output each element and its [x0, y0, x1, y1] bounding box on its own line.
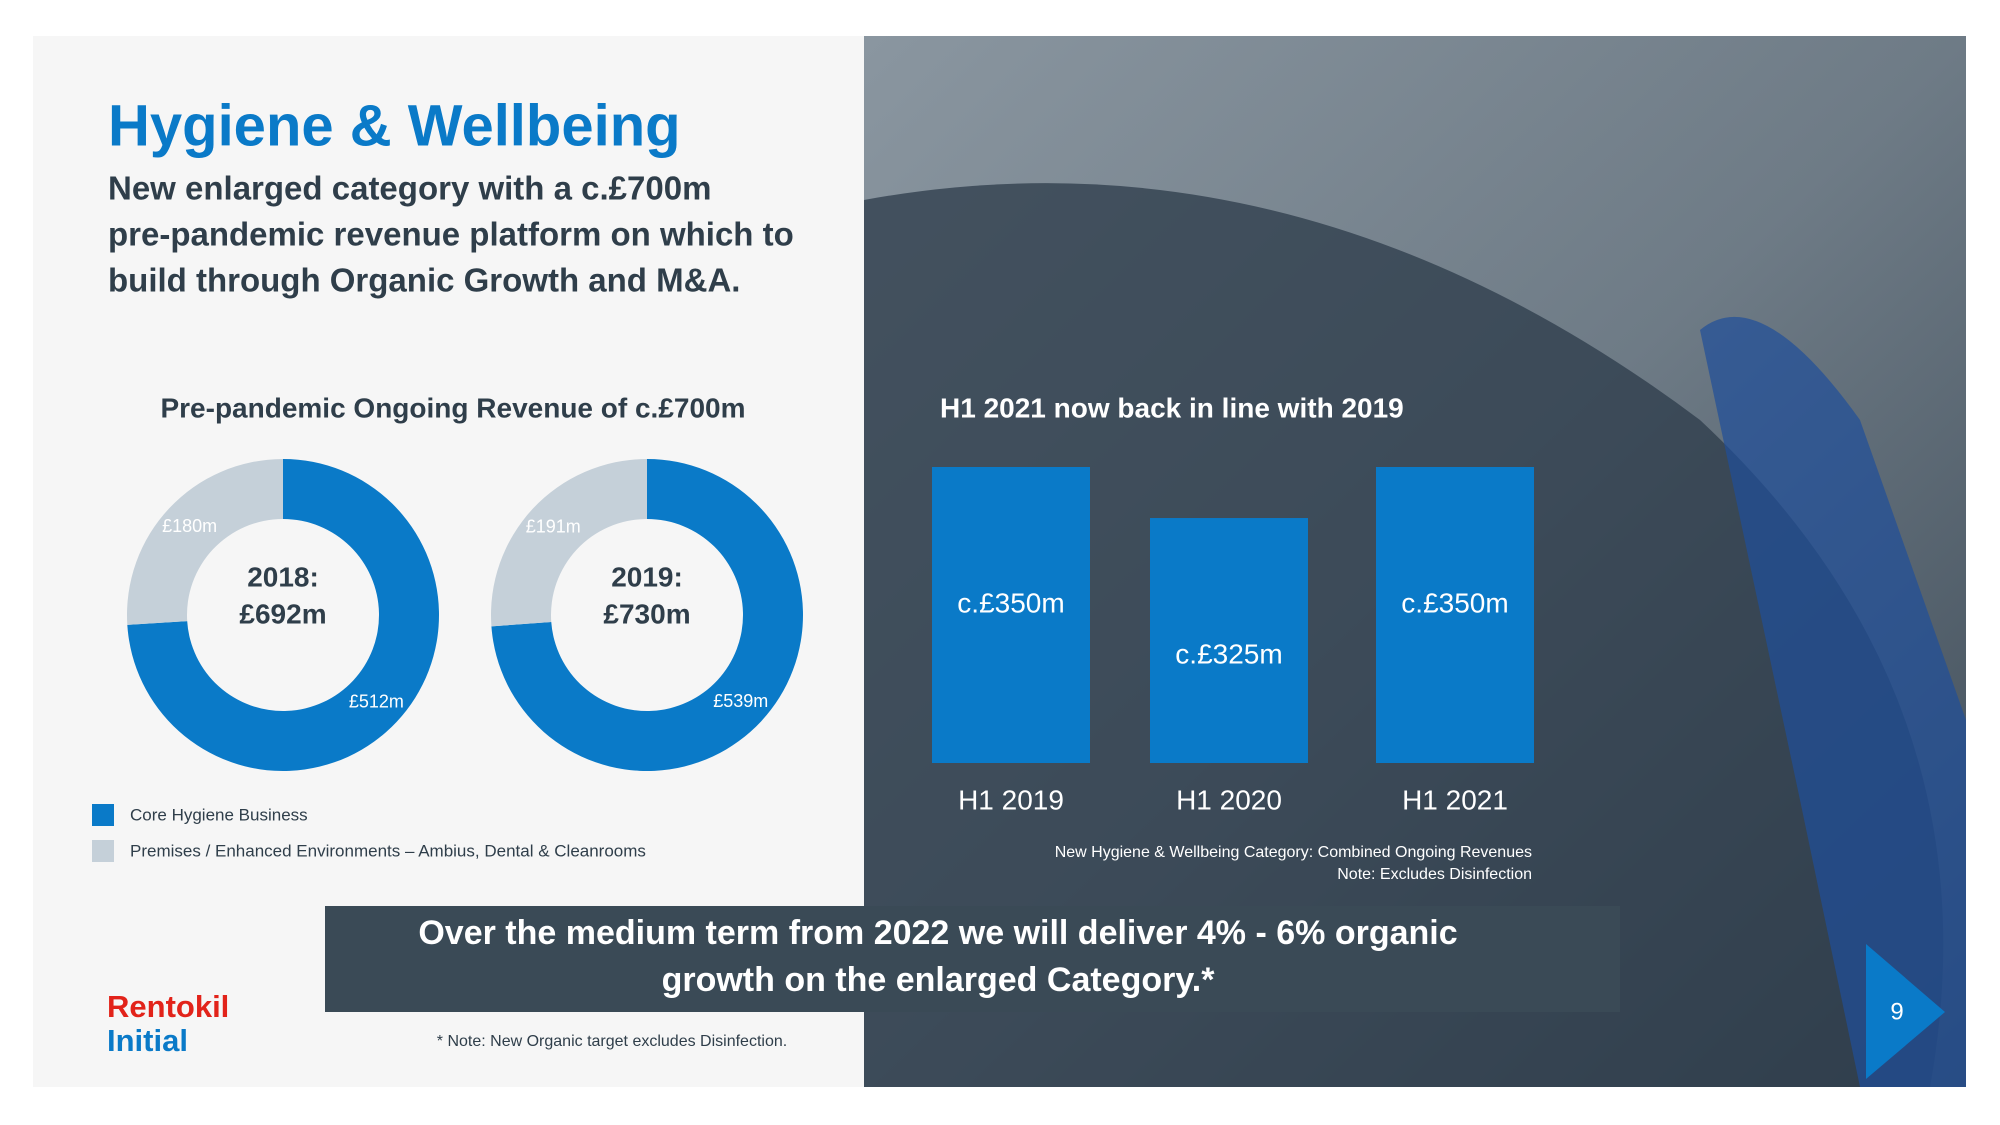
legend-swatch [92, 840, 114, 862]
legend-label: Premises / Enhanced Environments – Ambiu… [130, 841, 646, 860]
donut-segment [127, 459, 439, 771]
donut-segment [127, 459, 283, 625]
chart-title: H1 2021 now back in line with 2019 [940, 392, 1404, 423]
donut-segment [491, 459, 803, 771]
banner [325, 906, 1620, 1012]
title: Hygiene & Wellbeing [108, 93, 681, 158]
banner-text: growth on the enlarged Category.* [662, 961, 1216, 999]
chart-note: Note: Excludes Disinfection [1337, 866, 1532, 883]
chart-title: Pre-pandemic Ongoing Revenue of c.£700m [160, 392, 745, 423]
data-label: c.£350m [1401, 587, 1508, 618]
legend-swatch [92, 804, 114, 826]
data-label: £512m [349, 691, 404, 711]
data-label: £191m [526, 517, 581, 537]
center-label: 2019: [611, 561, 683, 592]
page-marker [1866, 944, 1945, 1079]
data-label: £539m [713, 691, 768, 711]
logo: Initial [107, 1023, 188, 1058]
page-number: 9 [1890, 998, 1903, 1025]
footnote: * Note: New Organic target excludes Disi… [437, 1033, 787, 1050]
x-tick-label: H1 2021 [1402, 784, 1508, 815]
center-label: £692m [239, 598, 326, 629]
data-label: £180m [162, 516, 217, 536]
photo-figure [1700, 316, 1966, 1087]
x-tick-label: H1 2020 [1176, 784, 1282, 815]
legend-label: Core Hygiene Business [130, 805, 308, 824]
logo: Rentokil [107, 989, 229, 1024]
data-label: c.£350m [957, 587, 1064, 618]
banner-text: Over the medium term from 2022 we will d… [418, 914, 1457, 952]
chart-note: New Hygiene & Wellbeing Category: Combin… [1055, 844, 1532, 861]
subtitle: pre-pandemic revenue platform on which t… [108, 216, 794, 253]
bar [1376, 467, 1534, 763]
subtitle: New enlarged category with a c.£700m [108, 170, 711, 207]
bar [932, 467, 1090, 763]
subtitle: build through Organic Growth and M&A. [108, 262, 740, 299]
data-label: c.£325m [1175, 638, 1282, 669]
center-label: £730m [603, 598, 690, 629]
donut-segment [491, 458, 647, 627]
bar [1150, 518, 1308, 763]
center-label: 2018: [247, 561, 319, 592]
x-tick-label: H1 2019 [958, 784, 1064, 815]
